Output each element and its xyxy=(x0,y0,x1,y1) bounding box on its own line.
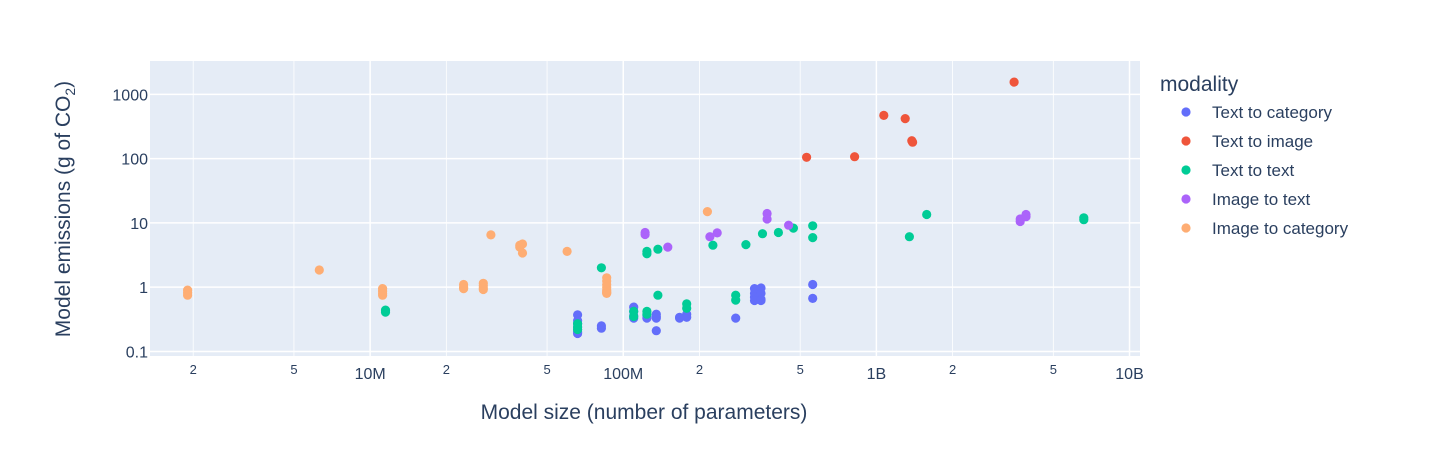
legend-label: Text to image xyxy=(1212,132,1313,151)
data-point xyxy=(850,152,860,162)
x-tick-label: 10B xyxy=(1115,366,1143,383)
data-point xyxy=(808,279,818,290)
data-point xyxy=(731,313,741,323)
x-minor-tick-label: 2 xyxy=(190,362,197,377)
data-point xyxy=(900,114,910,124)
data-point xyxy=(708,240,718,250)
data-point xyxy=(653,290,663,300)
legend-marker xyxy=(1181,165,1191,175)
data-point xyxy=(757,229,768,239)
y-tick-label: 0.1 xyxy=(126,344,148,361)
data-point xyxy=(486,230,496,240)
data-point xyxy=(808,233,818,243)
data-point xyxy=(663,242,673,252)
data-point xyxy=(682,312,692,322)
x-minor-tick-label: 5 xyxy=(1050,362,1057,377)
legend-item[interactable]: Image to text xyxy=(1181,190,1311,209)
data-point xyxy=(380,307,391,317)
data-point xyxy=(731,295,741,305)
y-tick-label: 100 xyxy=(121,152,148,169)
data-point xyxy=(478,284,488,295)
x-minor-tick-label: 2 xyxy=(443,362,450,377)
data-point xyxy=(712,228,722,238)
data-point xyxy=(741,240,751,250)
x-minor-tick-label: 2 xyxy=(696,362,703,377)
series-text-to-text xyxy=(380,209,1089,335)
legend-item[interactable]: Image to category xyxy=(1181,219,1349,238)
legend-item[interactable]: Text to text xyxy=(1181,161,1294,180)
gridlines xyxy=(150,61,1140,356)
data-point xyxy=(573,324,583,335)
legend-marker xyxy=(1181,107,1191,117)
x-tick-label: 100M xyxy=(603,366,643,383)
data-point xyxy=(651,313,661,323)
data-point xyxy=(642,309,652,319)
data-point xyxy=(653,244,663,254)
data-point xyxy=(183,290,193,300)
legend-label: Text to category xyxy=(1212,103,1333,122)
x-axis-title: Model size (number of parameters) xyxy=(481,401,808,424)
data-point xyxy=(784,220,794,230)
data-point xyxy=(773,227,784,238)
data-point xyxy=(808,221,818,231)
y-tick-label: 1000 xyxy=(112,87,148,104)
legend-label: Image to category xyxy=(1212,219,1349,238)
data-point xyxy=(378,290,388,300)
series-image-to-text xyxy=(640,208,1031,252)
data-point xyxy=(682,303,692,313)
x-tick-label: 1B xyxy=(867,366,887,383)
legend-item[interactable]: Text to category xyxy=(1181,103,1333,122)
x-tick-label: 10M xyxy=(355,366,386,383)
data-point xyxy=(702,207,713,217)
data-point xyxy=(629,311,639,322)
data-point xyxy=(762,214,772,224)
legend-marker xyxy=(1181,136,1191,146)
x-minor-tick-label: 2 xyxy=(949,362,956,377)
x-minor-tick-label: 5 xyxy=(797,362,804,377)
x-minor-tick-label: 5 xyxy=(543,362,550,377)
data-point xyxy=(802,152,812,162)
legend-marker xyxy=(1181,223,1191,233)
data-point xyxy=(675,313,685,323)
y-axis-title: Model emissions (g of CO2) xyxy=(52,81,78,337)
data-point xyxy=(1079,215,1089,225)
data-point xyxy=(596,323,607,333)
data-point xyxy=(602,288,612,298)
legend-label: Image to text xyxy=(1212,190,1311,209)
data-point xyxy=(459,284,469,294)
data-point xyxy=(1021,209,1031,220)
plot-background xyxy=(150,61,1140,356)
x-axis-ticks: 10M 100M 1B 10B 2 5 2 5 2 5 2 5 xyxy=(190,362,1144,383)
data-point xyxy=(879,110,889,120)
data-point xyxy=(517,239,528,249)
series-text-to-image xyxy=(802,77,1019,162)
data-point xyxy=(640,229,650,240)
data-point xyxy=(922,209,932,220)
legend-item[interactable]: Text to image xyxy=(1181,132,1313,151)
y-axis-ticks: 0.1 1 10 100 1000 xyxy=(112,87,148,361)
data-point xyxy=(651,326,661,336)
data-point xyxy=(1009,77,1019,87)
x-minor-tick-label: 5 xyxy=(290,362,297,377)
data-point xyxy=(517,248,528,258)
data-point xyxy=(562,246,572,256)
data-point xyxy=(642,249,652,259)
y-tick-label: 1 xyxy=(139,280,148,297)
data-point xyxy=(596,263,607,273)
data-point xyxy=(314,265,324,275)
legend-marker xyxy=(1181,194,1191,204)
y-tick-label: 10 xyxy=(130,216,148,233)
data-point xyxy=(808,293,818,303)
legend: Text to category Text to image Text to tex… xyxy=(1181,103,1349,238)
legend-title: modality xyxy=(1160,73,1239,96)
data-point xyxy=(908,137,918,147)
legend-label: Text to text xyxy=(1212,161,1294,180)
data-point xyxy=(705,232,715,242)
data-point xyxy=(756,295,766,306)
series-image-to-category xyxy=(183,207,713,300)
data-points xyxy=(183,77,1089,339)
data-point xyxy=(904,232,915,242)
